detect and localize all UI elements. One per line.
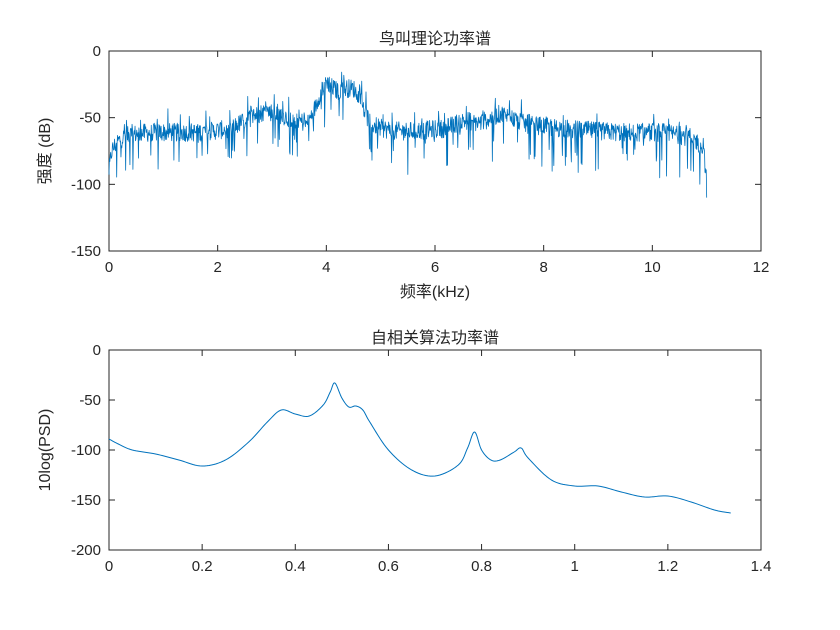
x-axis-label: 频率(kHz) [400, 283, 470, 301]
x-tick-label: 1.4 [751, 558, 772, 575]
x-tick-label: 0.2 [192, 558, 213, 575]
y-tick-label: -150 [71, 492, 101, 509]
y-axis-label: 10log(PSD) [37, 409, 54, 492]
x-tick-label: 12 [753, 259, 770, 276]
bottom-psd-chart: 0 0.2 0.4 0.6 0.8 1 1.2 1.4 -200 -150 -100 -50 0 自相关算… [37, 328, 771, 575]
x-tick-label: 10 [644, 259, 661, 276]
x-tick-label: 8 [539, 259, 547, 276]
chart-title: 自相关算法功率谱 [371, 328, 499, 347]
y-tick-label: 0 [93, 342, 101, 359]
series-line [108, 71, 708, 198]
x-tick-label: 0 [105, 558, 113, 575]
y-tick-label: -50 [79, 110, 101, 127]
x-tick-label: 0.8 [471, 558, 492, 575]
y-tick-label: -50 [79, 392, 101, 409]
y-tick-label: 0 [93, 43, 101, 60]
x-tick-label: 0 [105, 259, 113, 276]
x-tick-label: 0.6 [378, 558, 399, 575]
x-tick-label: 6 [431, 259, 439, 276]
x-tick-label: 1 [571, 558, 579, 575]
axes-box [108, 349, 762, 551]
y-tick-label: -150 [71, 243, 101, 260]
x-tick-label: 4 [322, 259, 330, 276]
x-tick-label: 1.2 [657, 558, 678, 575]
axes-box [108, 50, 762, 252]
series-line [108, 382, 731, 514]
y-tick-label: -200 [71, 542, 101, 559]
x-tick-label: 0.4 [285, 558, 306, 575]
x-tick-label: 2 [213, 259, 221, 276]
y-axis-label: 强度 (dB) [36, 118, 54, 185]
y-tick-label: -100 [71, 442, 101, 459]
y-tick-label: -100 [71, 176, 101, 193]
chart-title: 鸟叫理论功率谱 [379, 30, 491, 48]
